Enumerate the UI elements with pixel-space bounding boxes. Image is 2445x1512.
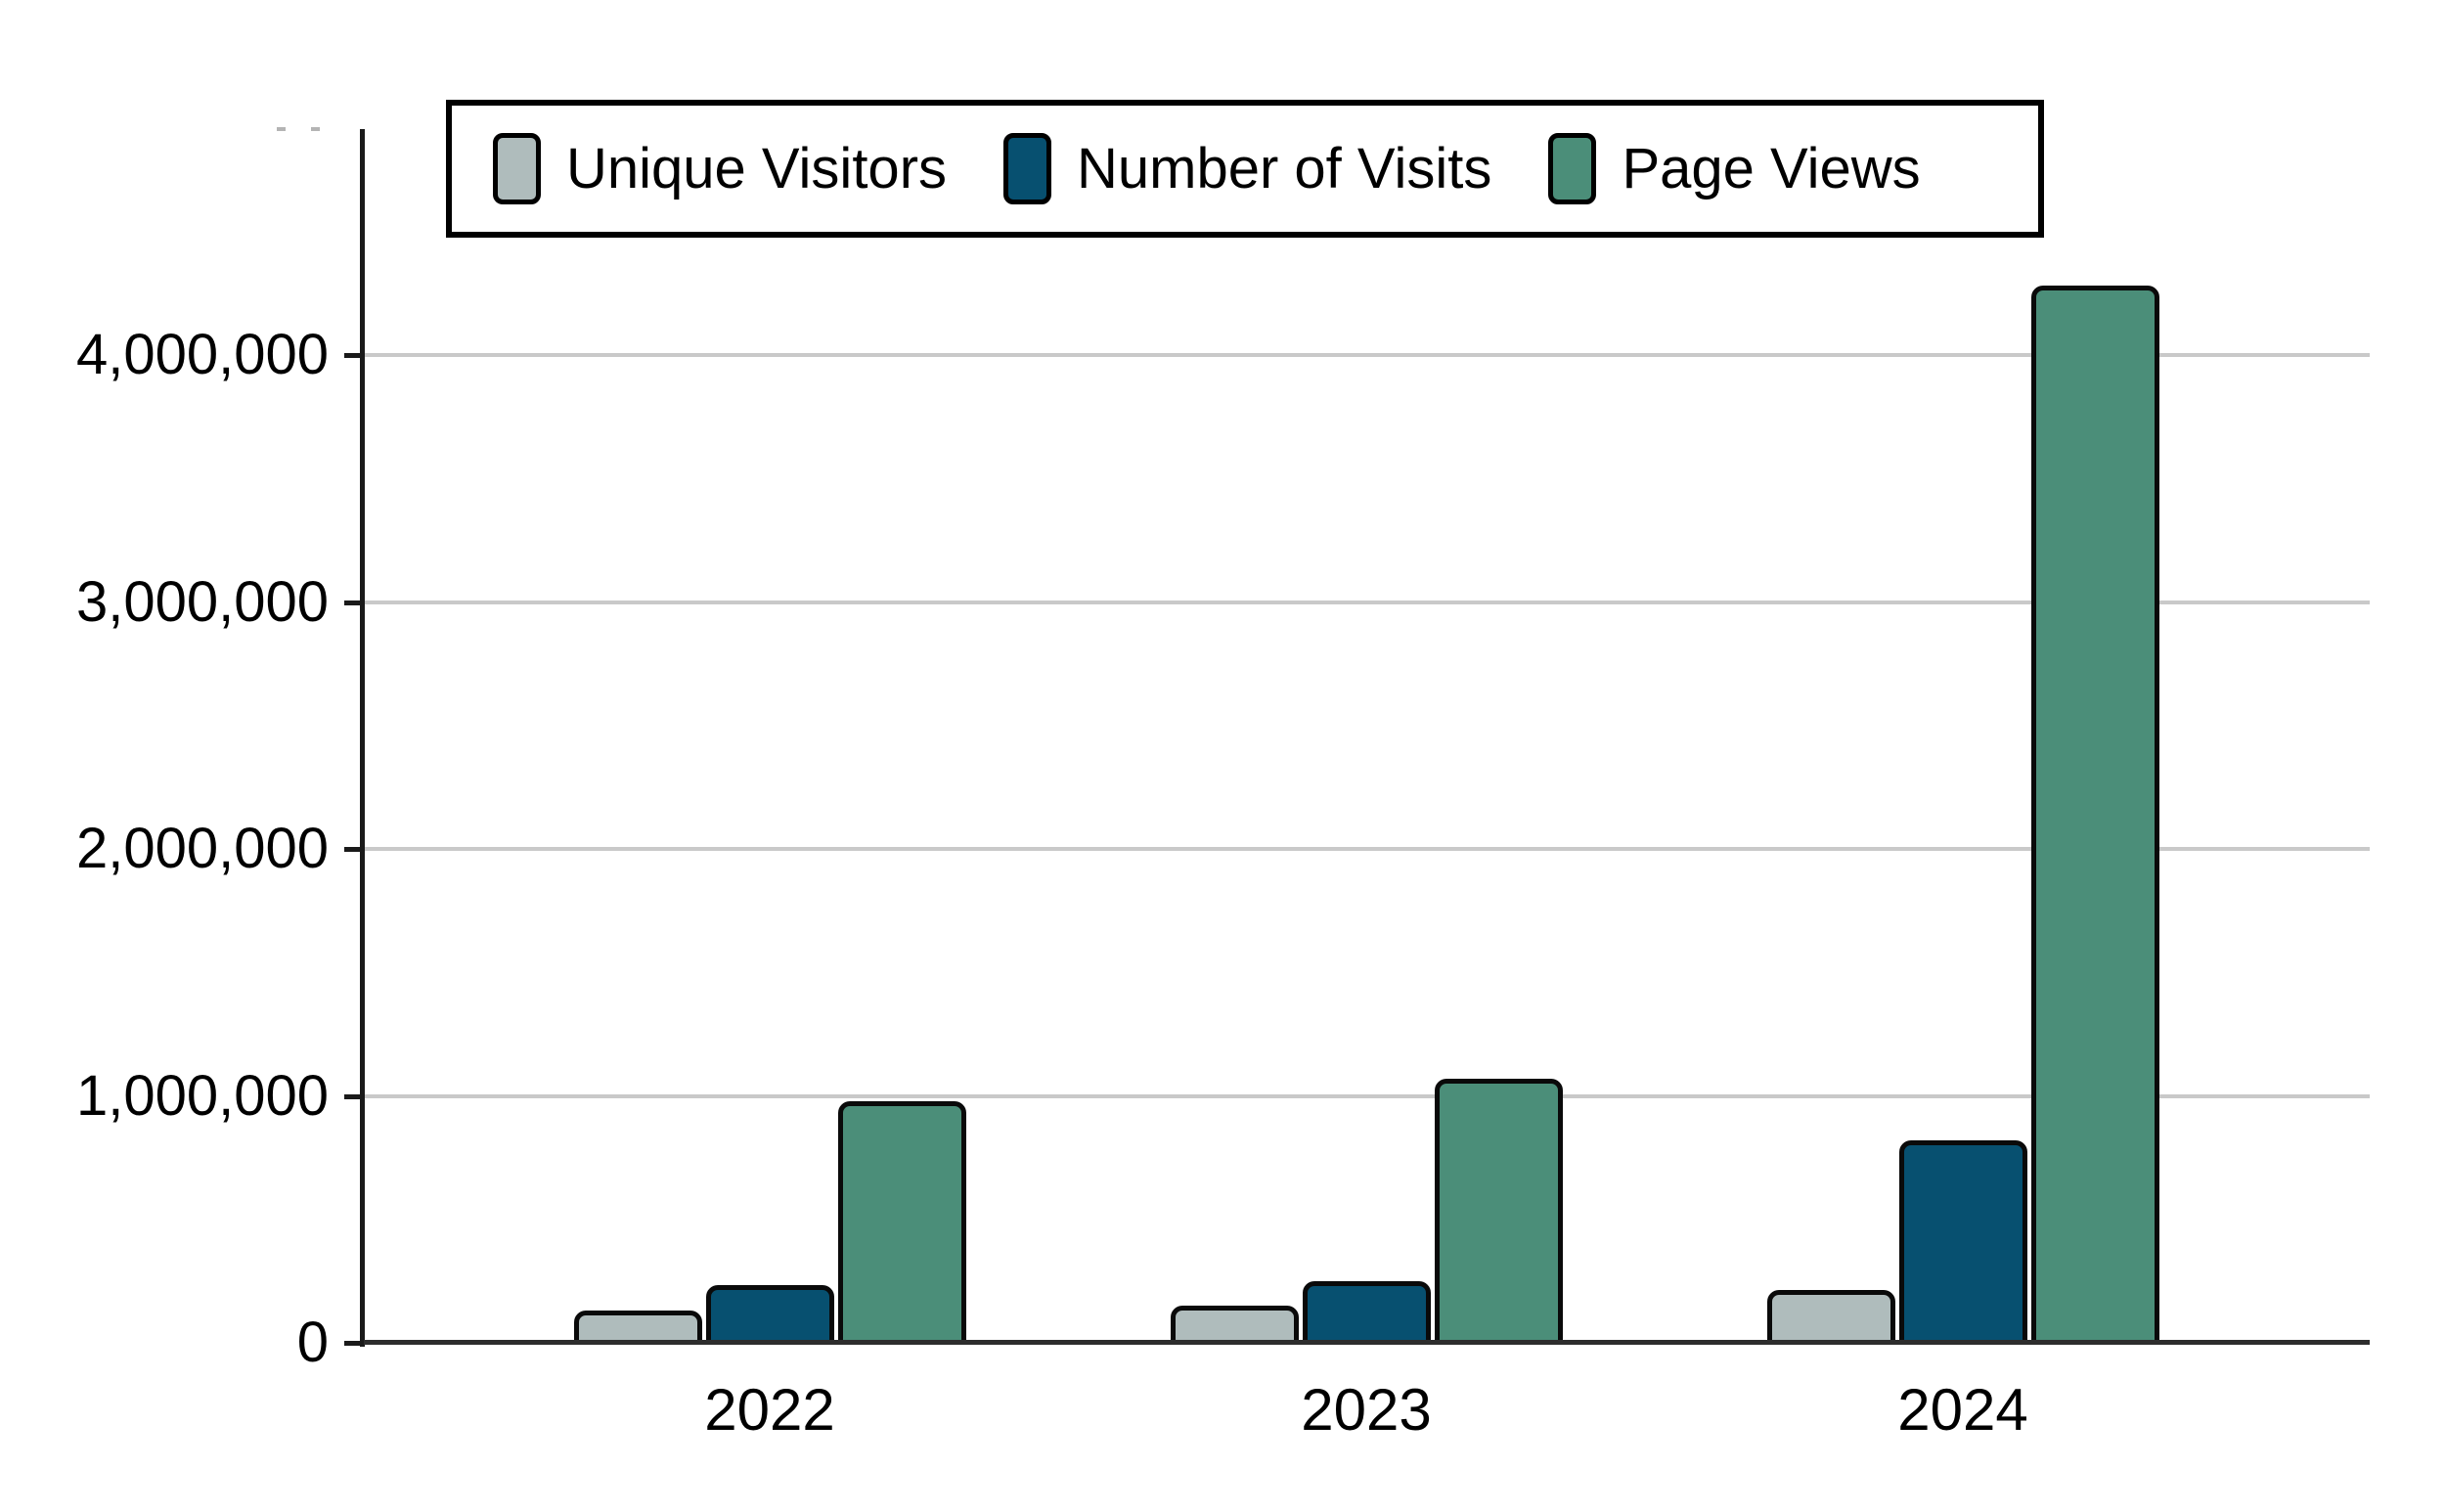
y-tick-label: 4,000,000: [75, 323, 329, 387]
bar-2023-page-views: [1435, 1079, 1563, 1345]
bar-2024-page-views: [2031, 286, 2159, 1345]
legend-label-number-of-visits: Number of Visits: [1077, 136, 1492, 200]
legend-label-page-views: Page Views: [1622, 136, 1921, 200]
bar-2022-number-of-visits: [706, 1285, 834, 1345]
y-axis-line: [360, 129, 365, 1347]
x-tick-label: 2022: [704, 1377, 835, 1443]
legend-item-unique-visitors: Unique Visitors: [493, 133, 947, 204]
legend: Unique Visitors Number of Visits Page Vi…: [446, 100, 2044, 238]
x-tick-label: 2024: [1897, 1377, 2028, 1443]
legend-swatch-unique-visitors: [493, 133, 541, 204]
artifact-dash: [277, 127, 286, 131]
gridline: [364, 847, 2370, 851]
legend-swatch-number-of-visits: [1003, 133, 1052, 204]
gridline: [364, 600, 2370, 604]
y-tick-mark: [344, 847, 364, 852]
legend-label-unique-visitors: Unique Visitors: [566, 136, 948, 200]
bar-2023-number-of-visits: [1303, 1281, 1431, 1345]
y-tick-mark: [344, 353, 364, 359]
bar-2022-page-views: [838, 1101, 966, 1345]
x-axis-line: [364, 1340, 2370, 1345]
bar-2024-number-of-visits: [1899, 1140, 2027, 1345]
y-tick-mark: [344, 1341, 364, 1346]
y-tick-label: 3,000,000: [75, 569, 329, 634]
y-tick-label: 2,000,000: [75, 817, 329, 880]
legend-item-number-of-visits: Number of Visits: [1003, 133, 1491, 204]
bar-2023-unique-visitors: [1171, 1306, 1299, 1345]
y-tick-mark: [344, 1093, 364, 1099]
y-tick-label: 1,000,000: [75, 1063, 329, 1128]
x-tick-label: 2023: [1301, 1377, 1432, 1443]
gridline: [364, 353, 2370, 358]
y-tick-mark: [344, 600, 364, 605]
y-tick-label: 0: [296, 1311, 329, 1374]
artifact-dash: [311, 127, 320, 131]
legend-item-page-views: Page Views: [1548, 133, 1921, 204]
gridline: [364, 1093, 2370, 1098]
bar-2024-unique-visitors: [1767, 1290, 1895, 1345]
legend-swatch-page-views: [1548, 133, 1597, 204]
plot-area: [360, 129, 2370, 1347]
